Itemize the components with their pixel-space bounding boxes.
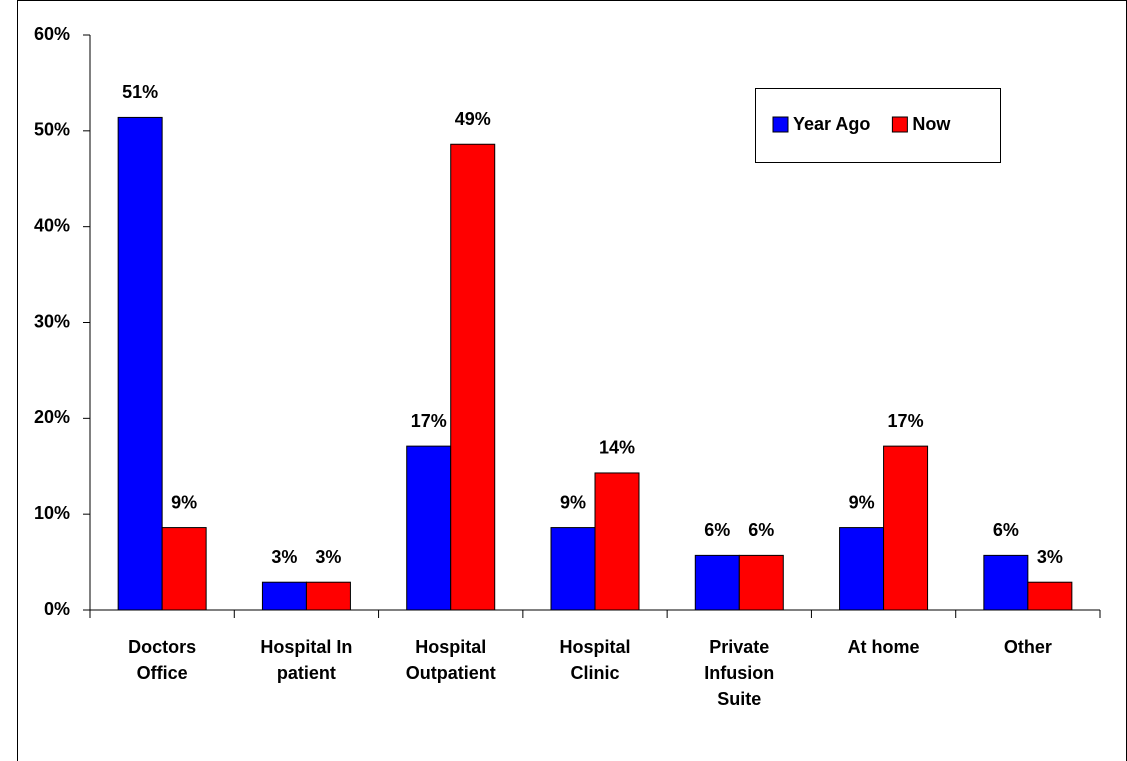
- value-label: 3%: [1037, 547, 1063, 567]
- x-tick-label: Private Infusion Suite: [704, 637, 774, 709]
- bar: [406, 445, 452, 611]
- value-label: 14%: [599, 438, 635, 458]
- value-label: 49%: [455, 109, 491, 129]
- bar: [694, 554, 740, 611]
- value-label: 6%: [704, 520, 730, 540]
- value-label: 3%: [271, 547, 297, 567]
- y-tick-label: 10%: [34, 503, 70, 523]
- legend-label: Now: [912, 114, 951, 134]
- value-label: 9%: [560, 492, 586, 512]
- bar: [161, 527, 207, 611]
- value-label: 6%: [993, 520, 1019, 540]
- bar: [117, 116, 163, 611]
- x-tick-label: Doctors Office: [128, 637, 196, 683]
- value-label: 17%: [888, 411, 924, 431]
- bar: [594, 472, 640, 611]
- legend-box: [755, 88, 1001, 163]
- legend-swatch: [891, 116, 908, 133]
- x-tick-label: Other: [1004, 637, 1052, 657]
- y-tick-label: 60%: [34, 24, 70, 44]
- x-tick-label: Hospital Outpatient: [406, 637, 496, 683]
- y-tick-label: 50%: [34, 120, 70, 140]
- legend-swatch: [772, 116, 789, 133]
- value-label: 3%: [315, 547, 341, 567]
- x-tick-label: At home: [848, 637, 920, 657]
- value-label: 9%: [171, 492, 197, 512]
- value-label: 51%: [122, 82, 158, 102]
- bar: [883, 445, 929, 611]
- x-tick-label: Hospital In patient: [260, 637, 352, 683]
- value-label: 17%: [411, 411, 447, 431]
- x-tick-label: Hospital Clinic: [559, 637, 630, 683]
- bar: [983, 554, 1029, 611]
- bar: [839, 527, 885, 611]
- y-tick-label: 40%: [34, 215, 70, 235]
- value-label: 6%: [748, 520, 774, 540]
- bar: [261, 581, 307, 611]
- bar: [738, 554, 784, 611]
- y-tick-label: 0%: [44, 599, 70, 619]
- legend-label: Year Ago: [793, 114, 870, 134]
- bar: [450, 143, 496, 611]
- y-tick-label: 30%: [34, 311, 70, 331]
- bar: [1027, 581, 1073, 611]
- bar: [550, 527, 596, 611]
- value-label: 9%: [849, 492, 875, 512]
- y-tick-label: 20%: [34, 407, 70, 427]
- bar: [305, 581, 351, 611]
